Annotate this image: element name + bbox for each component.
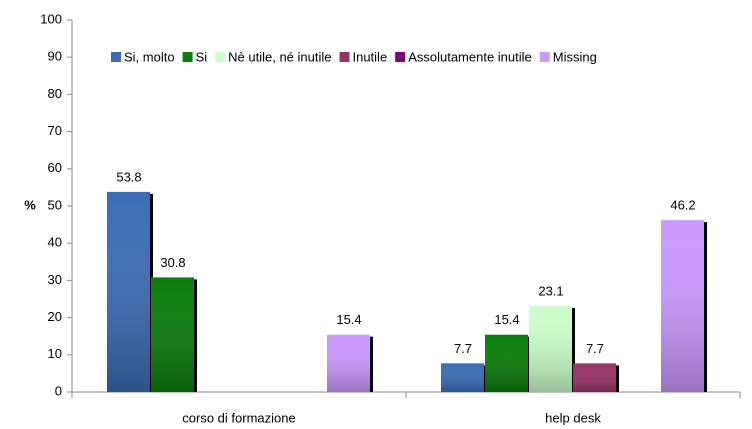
bar-shadow (370, 336, 373, 392)
legend-label: Nè utile, né inutile (228, 49, 331, 64)
y-tick-label: 20 (48, 309, 62, 324)
y-tick-label: 80 (48, 86, 62, 101)
bar-shade (441, 363, 484, 392)
legend-label: Inutile (352, 49, 387, 64)
bar-shade (529, 306, 572, 392)
y-tick-label: 40 (48, 235, 62, 250)
value-label: 23.1 (538, 284, 563, 299)
bar-shadow (572, 308, 575, 392)
legend-label: Assolutamente inutile (408, 49, 532, 64)
y-tick-label: 30 (48, 272, 62, 287)
legend-label: Si, molto (124, 49, 175, 64)
legend-swatch (182, 52, 193, 62)
value-label: 7.7 (454, 341, 472, 356)
y-tick-label: 50 (48, 197, 62, 212)
y-tick-label: 100 (40, 11, 62, 26)
bar-shade (485, 334, 528, 392)
value-label: 15.4 (494, 312, 519, 327)
value-label: 15.4 (336, 312, 361, 327)
y-tick-label: 60 (48, 160, 62, 175)
bar-shadow (704, 222, 707, 392)
bar-shade (151, 277, 194, 392)
legend-swatch (395, 52, 406, 62)
legend-label: Si (196, 49, 208, 64)
x-tick-label: help desk (545, 410, 601, 425)
bar-shade (327, 334, 370, 392)
bar-shadow (616, 365, 619, 392)
value-label: 46.2 (670, 198, 695, 213)
bar-shade (573, 363, 616, 392)
x-tick-label: corso di formazione (182, 410, 295, 425)
bar-shadow (194, 279, 197, 392)
value-label: 53.8 (116, 169, 141, 184)
y-tick-label: 10 (48, 346, 62, 361)
y-axis-label: % (24, 197, 36, 212)
bar-shade (107, 191, 150, 392)
legend-swatch (111, 52, 121, 62)
y-tick-label: 0 (55, 383, 62, 398)
legend-label: Missing (553, 49, 597, 64)
y-tick-label: 70 (48, 123, 62, 138)
legend-swatch (339, 52, 350, 62)
value-label: 30.8 (160, 255, 185, 270)
legend-swatch (215, 52, 226, 62)
y-tick-label: 90 (48, 49, 62, 64)
bar-shade (661, 220, 704, 392)
value-label: 7.7 (586, 341, 604, 356)
legend-swatch (539, 52, 550, 62)
